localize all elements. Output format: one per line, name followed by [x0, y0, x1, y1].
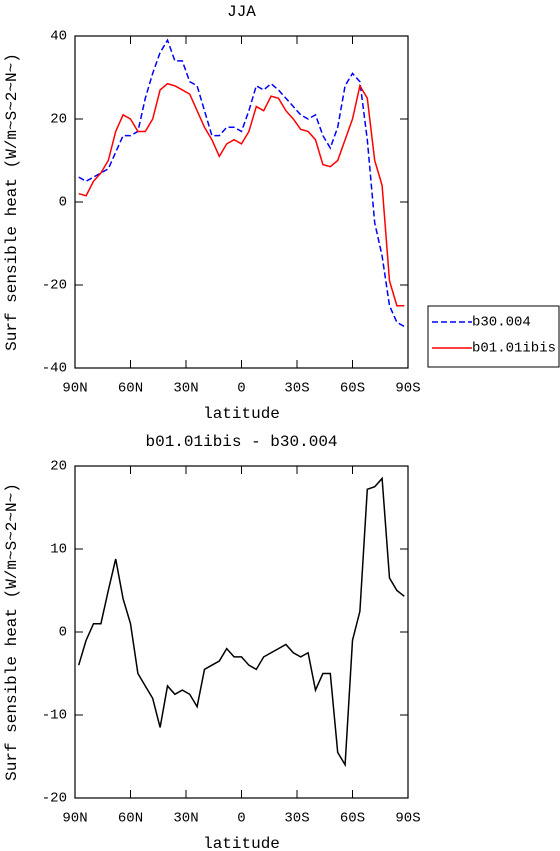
- x-tick-label: 90N: [62, 381, 87, 397]
- x-tick-label: 90S: [395, 811, 420, 827]
- y-axis-label: Surf sensible heat (W/m~S~2~N~): [3, 53, 21, 351]
- y-tick-label: 20: [50, 459, 67, 475]
- y-axis-label: Surf sensible heat (W/m~S~2~N~): [3, 483, 21, 781]
- y-tick-label: 0: [59, 195, 67, 211]
- y-tick-label: 40: [50, 29, 67, 45]
- y-tick-label: -20: [42, 278, 67, 294]
- plot-frame: [74, 35, 409, 369]
- x-tick-label: 30N: [173, 811, 198, 827]
- x-tick-label: 30S: [284, 381, 309, 397]
- chart-title: b01.01ibis - b30.004: [145, 433, 337, 451]
- y-tick-label: 0: [59, 625, 67, 641]
- legend-label: b01.01ibis: [472, 341, 556, 357]
- y-tick-label: 20: [50, 112, 67, 128]
- x-tick-label: 30N: [173, 381, 198, 397]
- x-tick-label: 90S: [395, 381, 420, 397]
- x-tick-label: 60S: [340, 811, 365, 827]
- x-tick-label: 60N: [118, 811, 143, 827]
- x-tick-label: 0: [237, 381, 245, 397]
- x-tick-label: 60S: [340, 381, 365, 397]
- x-tick-label: 90N: [62, 811, 87, 827]
- legend-label: b30.004: [472, 315, 531, 331]
- x-tick-label: 0: [237, 811, 245, 827]
- data-line: [78, 82, 405, 307]
- x-axis-label: latitude: [203, 835, 280, 851]
- y-tick-label: -10: [42, 708, 67, 724]
- plot-frame: [74, 465, 409, 799]
- chart-title: JJA: [227, 3, 256, 21]
- y-tick-label: -40: [42, 361, 67, 377]
- data-line: [77, 476, 405, 768]
- x-tick-label: 60N: [118, 381, 143, 397]
- y-tick-label: -20: [42, 791, 67, 807]
- legend-box: [427, 305, 560, 368]
- y-tick-label: 10: [50, 542, 67, 558]
- x-axis-label: latitude: [203, 405, 280, 423]
- x-tick-label: 30S: [284, 811, 309, 827]
- data-line: [78, 38, 405, 328]
